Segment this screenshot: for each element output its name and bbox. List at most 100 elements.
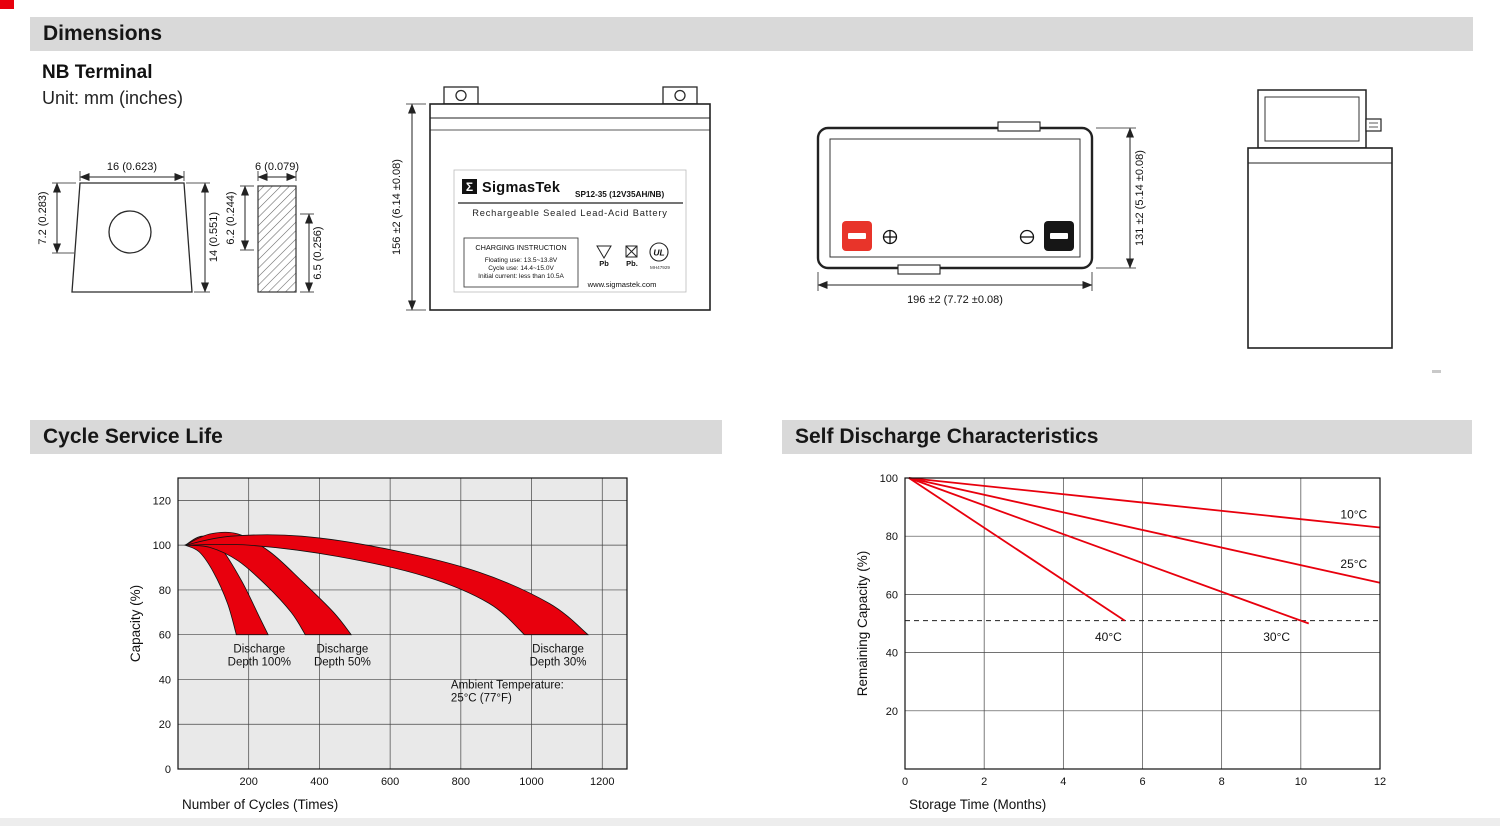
- x-axis-label: Storage Time (Months): [909, 797, 1046, 812]
- x-tick-label: 6: [1139, 776, 1145, 788]
- section-header-self-discharge: Self Discharge Characteristics: [782, 420, 1472, 454]
- x-tick-label: 800: [452, 776, 470, 788]
- battery-side-view: [1247, 89, 1393, 349]
- top-view-outline: [816, 126, 1094, 270]
- self-discharge-title: Self Discharge Characteristics: [795, 425, 1099, 448]
- ul-file-number: MH47929: [650, 265, 670, 270]
- cycle-service-life-title: Cycle Service Life: [43, 425, 223, 448]
- y-axis-label: Capacity (%): [128, 585, 143, 662]
- footer-strip: [0, 818, 1500, 826]
- charging-title: CHARGING INSTRUCTION: [475, 243, 566, 252]
- series-label-40°C: 40°C: [1095, 630, 1122, 644]
- page-corner-mark: [0, 0, 14, 9]
- terminal-side-right-dim: 6.5 (0.256): [312, 226, 324, 279]
- sigma-glyph: Σ: [466, 180, 473, 194]
- series-label-30°C: 30°C: [1263, 630, 1290, 644]
- no-trash-pb-icon: [625, 245, 638, 258]
- website-text: www.sigmastek.com: [587, 280, 657, 289]
- nb-terminal-title: NB Terminal: [42, 62, 153, 83]
- x-tick-label: 200: [240, 776, 258, 788]
- battery-front-view: 156 ±2 (6.14 ±0.08) Σ SigmasTek SP12-35 …: [391, 86, 711, 311]
- series-label-25°C: 25°C: [1340, 557, 1367, 571]
- terminal-post-right-hole: [674, 89, 686, 102]
- recycle-pb-icon: [596, 245, 612, 259]
- terminal-hole: [108, 210, 152, 254]
- plot-border: [904, 477, 1381, 770]
- annotation: Discharge Depth 100%: [228, 644, 291, 669]
- product-label: [453, 169, 687, 293]
- y-tick-label: 40: [159, 674, 171, 686]
- side-view-cap: [1257, 89, 1367, 149]
- band-Discharge Depth 50%: [183, 531, 353, 636]
- self-discharge-chart: 0 2 4 6 8 10 12 20 40 60 80 100 10°C 25°C 30°C 40°C Stor…: [830, 462, 1430, 822]
- unit-label: Unit: mm (inches): [42, 88, 184, 108]
- series-line-10°C: [908, 477, 1381, 529]
- x-tick-label: 10: [1295, 776, 1307, 788]
- y-tick-label: 80: [886, 531, 898, 543]
- battery-depth-dim: 131 ±2 (5.14 ±0.08): [1134, 150, 1146, 246]
- y-tick-label: 120: [153, 495, 171, 507]
- terminal-width-dim: 16 (0.623): [107, 161, 157, 173]
- section-header-cycle-service-life: Cycle Service Life: [30, 420, 722, 454]
- y-tick-label: 100: [880, 473, 898, 485]
- y-tick-label: 0: [165, 764, 171, 776]
- bottom-tab: [897, 264, 941, 275]
- terminal-section-hatched: [257, 185, 297, 293]
- pb-text: Pb.: [626, 259, 638, 268]
- red-terminal-slot: [848, 233, 866, 239]
- x-tick-label: 600: [381, 776, 399, 788]
- stray-dash: [1432, 370, 1441, 373]
- ul-text: UL: [653, 248, 664, 258]
- charging-instruction-box: [463, 237, 579, 288]
- y-tick-label: 40: [886, 648, 898, 660]
- x-tick-label: 8: [1219, 776, 1225, 788]
- x-tick-label: 1000: [519, 776, 543, 788]
- y-tick-label: 80: [159, 585, 171, 597]
- side-view-cap-inner: [1264, 96, 1360, 142]
- charging-line: Cycle use: 14.4~15.0V: [488, 265, 554, 272]
- y-tick-label: 20: [159, 719, 171, 731]
- sigma-logo-icon: [462, 179, 477, 194]
- series-label-10°C: 10°C: [1340, 508, 1367, 522]
- dimensions-title: Dimensions: [43, 22, 163, 45]
- series-line-30°C: [908, 477, 1310, 625]
- x-tick-label: 2: [981, 776, 987, 788]
- battery-top-view: 196 ±2 (7.72 ±0.08) 131 ±2 (5.14 ±0.08): [816, 121, 1146, 306]
- terminal-height-dim: 14 (0.551): [208, 212, 220, 262]
- x-tick-label: 1200: [590, 776, 614, 788]
- charging-line: Initial current: less than 10.5A: [478, 273, 564, 280]
- terminal-left-dim: 7.2 (0.283): [37, 191, 49, 244]
- terminal-side-view: 6 (0.079) 6.2 (0.244) 6.5 (0.256): [225, 161, 324, 293]
- x-tick-label: 0: [902, 776, 908, 788]
- top-tab: [997, 121, 1041, 132]
- cycle-service-life-plot: 200 400 600 800 1000 1200 0 20 40 60 80 100 120 Disch…: [128, 477, 628, 812]
- top-view-inner: [829, 138, 1081, 258]
- y-tick-label: 60: [886, 589, 898, 601]
- charging-line: Floating use: 13.5~13.8V: [485, 257, 558, 264]
- band-Discharge Depth 30%: [184, 534, 590, 636]
- annotation: Ambient Temperature: 25°C (77°F): [451, 679, 564, 704]
- annotation: Discharge Depth 50%: [314, 644, 371, 669]
- series-line-25°C: [908, 477, 1381, 584]
- x-tick-label: 400: [310, 776, 328, 788]
- plus-symbol-icon: [882, 229, 898, 245]
- terminal-front-view: 16 (0.623) 7.2 (0.283) 14 (0.551): [37, 161, 220, 293]
- x-tick-label: 12: [1374, 776, 1386, 788]
- y-tick-label: 20: [886, 706, 898, 718]
- terminal-side-left-dim: 6.2 (0.244): [225, 191, 237, 244]
- minus-symbol-icon: [1019, 229, 1035, 245]
- dimension-drawings: 16 (0.623) 7.2 (0.283) 14 (0.551) 6 (0.0…: [37, 86, 1393, 349]
- section-header-dimensions: Dimensions: [30, 17, 1473, 51]
- model-number: SP12-35 (12V35AH/NB): [575, 190, 664, 199]
- ul-logo-icon: UL: [649, 242, 669, 262]
- y-tick-label: 60: [159, 630, 171, 642]
- cycle-service-life-chart: 200 400 600 800 1000 1200 0 20 40 60 80 100 120 Disch…: [110, 462, 690, 822]
- x-tick-label: 4: [1060, 776, 1066, 788]
- pb-text: Pb: [599, 259, 609, 268]
- series-line-40°C: [908, 477, 1126, 622]
- battery-height-dim: 156 ±2 (6.14 ±0.08): [391, 159, 403, 255]
- brand-name: SigmasTek: [482, 180, 561, 196]
- y-tick-label: 100: [153, 540, 171, 552]
- side-view-body: [1247, 147, 1393, 349]
- black-terminal-slot: [1050, 233, 1068, 239]
